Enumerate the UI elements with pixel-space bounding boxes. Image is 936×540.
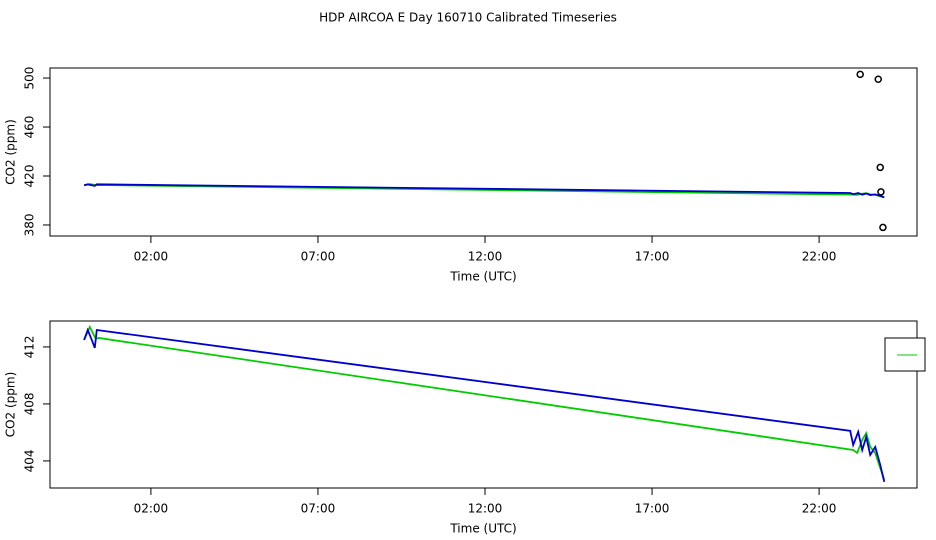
series-line [83,183,885,199]
series-line [83,324,886,481]
y-tick-label: 420 [23,165,37,188]
x-tick-label: 02:00 [134,250,169,264]
y-axis-label: CO2 (ppm) [4,119,18,185]
x-tick-label: 17:00 [635,502,670,516]
x-tick-label: 07:00 [301,250,336,264]
y-tick-label: 460 [23,116,37,139]
x-axis-label: Time (UTC) [449,522,516,536]
legend [884,337,926,372]
page-title: HDP AIRCOA E Day 160710 Calibrated Times… [319,11,617,25]
point [877,188,885,196]
point [856,70,864,79]
x-tick-label: 12:00 [468,250,503,264]
x-tick-label: 22:00 [802,250,837,264]
x-axis-label: Time (UTC) [449,270,516,284]
x-tick-label: 02:00 [134,502,169,516]
y-tick-label: 408 [23,392,37,415]
plot-frame [49,67,918,237]
y-tick-label: 412 [23,335,37,358]
point [874,75,882,84]
point [879,223,887,232]
x-tick-label: 07:00 [301,502,336,516]
plot-frame [49,320,918,489]
y-tick-label: 380 [23,214,37,237]
y-tick-label: 500 [23,67,37,90]
series-line [83,327,886,483]
y-axis-label: CO2 (ppm) [4,372,18,438]
x-tick-label: 17:00 [635,250,670,264]
y-tick-label: 404 [23,449,37,472]
x-tick-label: 12:00 [468,502,503,516]
point [876,163,884,172]
x-tick-label: 22:00 [802,502,837,516]
